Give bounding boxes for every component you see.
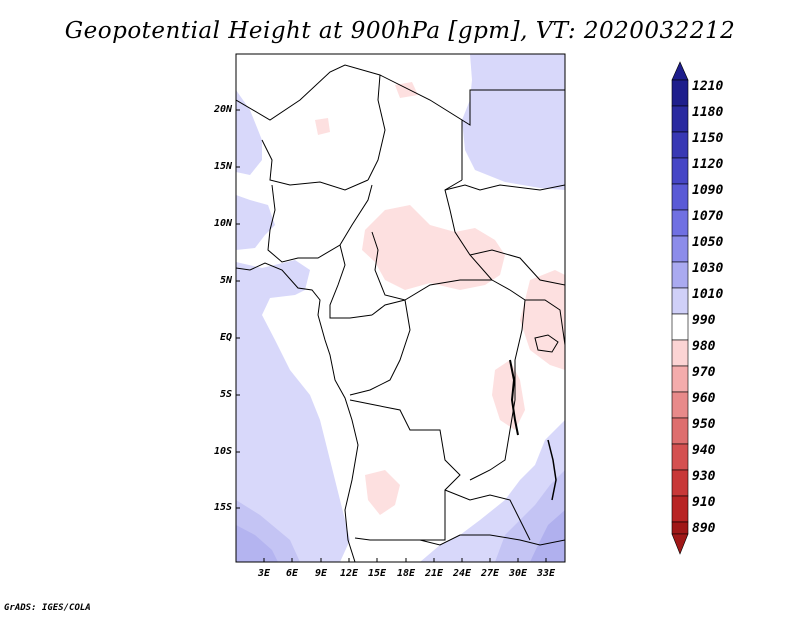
- field-southwest-blue3: [236, 525, 278, 562]
- colorbar-label-1180: 1180: [692, 105, 724, 120]
- colorbar-label-890: 890: [692, 521, 716, 536]
- colorbar-label-930: 930: [692, 469, 716, 484]
- x-label-15e: 15E: [367, 568, 387, 579]
- lake-victoria: [534, 334, 559, 353]
- y-label-15n: 15N: [213, 161, 232, 172]
- x-label-21e: 21E: [424, 568, 444, 579]
- colorbar-box-6: [671, 235, 689, 263]
- colorbar-label-1050: 1050: [692, 235, 724, 250]
- colorbar-label-1010: 1010: [692, 287, 724, 302]
- colorbar-box-3: [671, 157, 689, 185]
- colorbar-box-17: [671, 521, 689, 535]
- field-gulf-blue: [236, 260, 350, 562]
- colorbar-label-940: 940: [692, 443, 716, 458]
- colorbar-label-1090: 1090: [692, 183, 724, 198]
- colorbar-box-4: [671, 183, 689, 211]
- x-label-3e: 3E: [257, 568, 271, 579]
- height-field: [236, 54, 565, 562]
- colorbar-label-910: 910: [692, 495, 716, 510]
- colorbar-box-13: [671, 417, 689, 445]
- x-label-27e: 27E: [480, 568, 500, 579]
- colorbar-box-7: [671, 261, 689, 289]
- y-label-20n: 20N: [213, 104, 232, 115]
- colorbar-label-950: 950: [692, 417, 716, 432]
- colorbar-bottom-arrow: [671, 533, 689, 555]
- colorbar-box-14: [671, 443, 689, 471]
- border-algeria-niger: [236, 64, 381, 121]
- country-borders: [236, 64, 565, 562]
- y-label-5n: 5N: [219, 275, 232, 286]
- field-central-pink: [362, 205, 505, 290]
- y-label-10s: 10S: [213, 446, 232, 457]
- field-east-pink: [520, 270, 565, 370]
- x-label-6e: 6E: [285, 568, 299, 579]
- border-sudan-east: [461, 89, 565, 126]
- colorbar-top-arrow: [671, 61, 689, 81]
- border-libya-chad: [379, 74, 463, 180]
- border-zambia: [444, 489, 531, 541]
- lake-malawi: [547, 439, 557, 501]
- x-label-18e: 18E: [396, 568, 416, 579]
- colorbar-box-9: [671, 313, 689, 341]
- colorbar-box-0: [671, 79, 689, 107]
- colorbar-box-1: [671, 105, 689, 133]
- field-north-pink2: [395, 82, 418, 98]
- colorbar-label-980: 980: [692, 339, 716, 354]
- field-west-blue: [236, 195, 275, 250]
- field-northeast-blue: [462, 54, 565, 190]
- x-label-33e: 33E: [536, 568, 556, 579]
- border-south: [419, 534, 565, 546]
- x-label-9e: 9E: [314, 568, 328, 579]
- field-southeast-blue3: [530, 510, 565, 562]
- colorbar-box-10: [671, 339, 689, 367]
- colorbar-box-2: [671, 131, 689, 159]
- colorbar-label-1150: 1150: [692, 131, 724, 146]
- colorbar-label-970: 970: [692, 365, 716, 380]
- y-label-5s: 5S: [219, 389, 232, 400]
- x-label-12e: 12E: [339, 568, 359, 579]
- x-label-24e: 24E: [452, 568, 472, 579]
- field-northwest-blue: [236, 90, 262, 175]
- border-congo: [349, 299, 411, 396]
- colorbar: [671, 61, 689, 555]
- y-label-eq: EQ: [219, 332, 232, 343]
- border-niger-chad: [367, 74, 386, 181]
- axis-ticks: [236, 109, 547, 562]
- x-label-30e: 30E: [508, 568, 528, 579]
- border-southsudan: [469, 249, 565, 286]
- y-label-10n: 10N: [213, 218, 232, 229]
- colorbar-label-1120: 1120: [692, 157, 724, 172]
- colorbar-box-8: [671, 287, 689, 315]
- colorbar-box-5: [671, 209, 689, 237]
- field-south-pink: [365, 470, 400, 515]
- colorbar-box-11: [671, 365, 689, 393]
- colorbar-label-1210: 1210: [692, 79, 724, 94]
- colorbar-label-960: 960: [692, 391, 716, 406]
- colorbar-box-16: [671, 495, 689, 523]
- y-label-15s: 15S: [213, 502, 232, 513]
- map-title: Geopotential Height at 900hPa [gpm], VT:…: [64, 18, 736, 44]
- colorbar-label-1070: 1070: [692, 209, 724, 224]
- border-nigeria: [267, 184, 373, 263]
- border-cameroon: [329, 244, 373, 319]
- border-mali-niger: [261, 139, 369, 191]
- border-angola: [349, 399, 461, 541]
- border-ethiopia: [444, 184, 565, 191]
- coast-west-africa: [236, 262, 359, 562]
- map-frame: [235, 53, 566, 563]
- border-car: [371, 231, 492, 301]
- lake-tanganyika: [509, 359, 519, 436]
- border-chad-sudan: [444, 179, 493, 281]
- grads-credit: GrADS: IGES/COLA: [4, 603, 91, 613]
- colorbar-box-15: [671, 469, 689, 497]
- field-lakes-pink: [492, 360, 525, 430]
- colorbar-label-990: 990: [692, 313, 716, 328]
- colorbar-label-1030: 1030: [692, 261, 724, 276]
- border-uganda: [525, 299, 565, 346]
- colorbar-box-12: [671, 391, 689, 419]
- field-north-pink: [315, 118, 330, 135]
